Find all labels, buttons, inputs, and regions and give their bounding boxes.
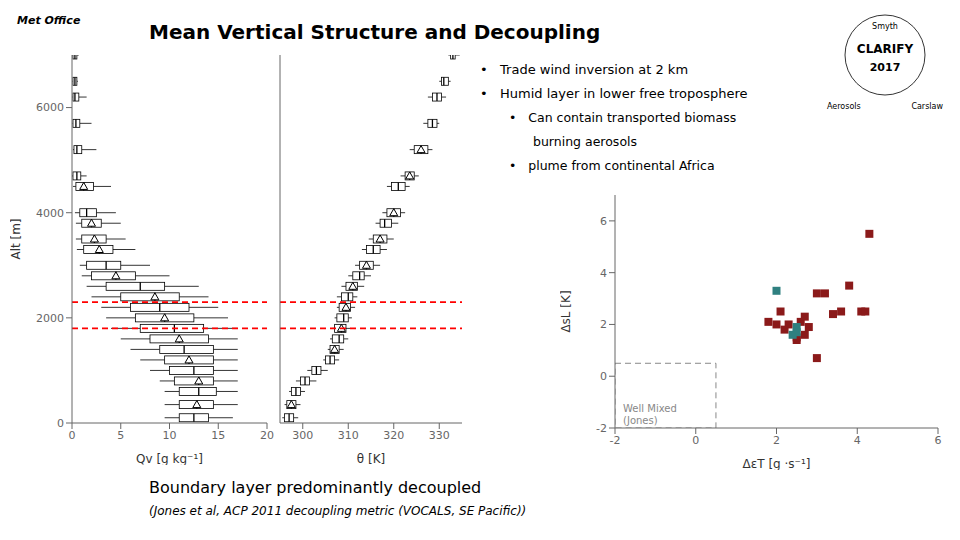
svg-text:Carslaw: Carslaw: [911, 102, 943, 111]
svg-text:0: 0: [57, 417, 64, 430]
svg-text:0: 0: [600, 370, 607, 383]
svg-text:0: 0: [692, 434, 699, 447]
html-text:Met Office: Met Office: [17, 14, 81, 27]
svg-text:-2: -2: [610, 434, 621, 447]
html-text:• Humid layer in lower free tr: • Humid layer in lower free troposphere: [480, 86, 748, 101]
svg-text:300: 300: [292, 429, 313, 442]
svg-text:330: 330: [429, 429, 450, 442]
svg-text:4: 4: [854, 434, 861, 447]
svg-text:10: 10: [163, 429, 177, 442]
svg-text:4000: 4000: [36, 207, 64, 220]
svg-text:Aerosols: Aerosols: [827, 102, 861, 111]
svg-text:310: 310: [338, 429, 359, 442]
svg-text:CLARIFY: CLARIFY: [857, 42, 914, 56]
svg-text:-2: -2: [596, 422, 607, 435]
svg-text:2000: 2000: [36, 312, 64, 325]
svg-text:4: 4: [600, 267, 607, 280]
svg-text:6: 6: [935, 434, 942, 447]
svg-text:Qv [g kg⁻¹]: Qv [g kg⁻¹]: [136, 452, 203, 465]
svg-text:ΔsL [K]: ΔsL [K]: [560, 290, 573, 332]
svg-text:20: 20: [260, 429, 274, 442]
html-text:(Jones et al, ACP 2011 decoupl: (Jones et al, ACP 2011 decoupling metric…: [149, 504, 527, 518]
svg-text:Smyth: Smyth: [872, 22, 898, 31]
svg-text:θ [K]: θ [K]: [357, 452, 385, 465]
svg-text:5: 5: [117, 429, 124, 442]
html-text:Boundary layer predominantly d: Boundary layer predominantly decoupled: [149, 478, 482, 497]
svg-text:Well Mixed(Jones): Well Mixed(Jones): [623, 403, 677, 426]
svg-text:2: 2: [773, 434, 780, 447]
svg-text:6: 6: [600, 215, 607, 228]
svg-text:15: 15: [211, 429, 225, 442]
html-text:burning aerosols: burning aerosols: [533, 134, 637, 149]
svg-text:2017: 2017: [870, 61, 901, 74]
html-text:• plume from continental Afric: • plume from continental Africa: [509, 158, 715, 173]
html-text:• Trade wind inversion at 2 km: • Trade wind inversion at 2 km: [480, 62, 688, 77]
html-text:• Can contain transported biom: • Can contain transported biomass: [509, 110, 737, 125]
svg-text:2: 2: [600, 318, 607, 331]
svg-text:320: 320: [383, 429, 404, 442]
html-text:Mean Vertical Structure and De: Mean Vertical Structure and Decoupling: [149, 20, 601, 44]
svg-text:0: 0: [69, 429, 76, 442]
svg-text:6000: 6000: [36, 101, 64, 114]
svg-text:ΔεT [g ·s⁻¹]: ΔεT [g ·s⁻¹]: [743, 457, 811, 470]
svg-text:Alt [m]: Alt [m]: [10, 218, 23, 259]
